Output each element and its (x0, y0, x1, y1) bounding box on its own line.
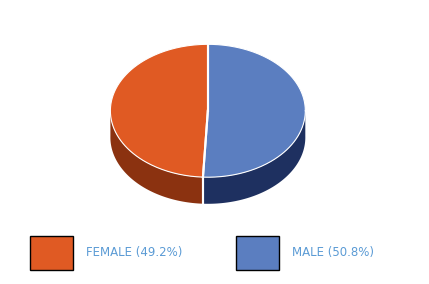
Polygon shape (203, 110, 305, 204)
FancyBboxPatch shape (30, 236, 73, 270)
Polygon shape (203, 44, 305, 177)
Text: FEMALE (49.2%): FEMALE (49.2%) (86, 246, 182, 259)
FancyBboxPatch shape (236, 236, 279, 270)
Polygon shape (110, 44, 208, 177)
Text: MALE (50.8%): MALE (50.8%) (292, 246, 374, 259)
Polygon shape (110, 110, 203, 204)
